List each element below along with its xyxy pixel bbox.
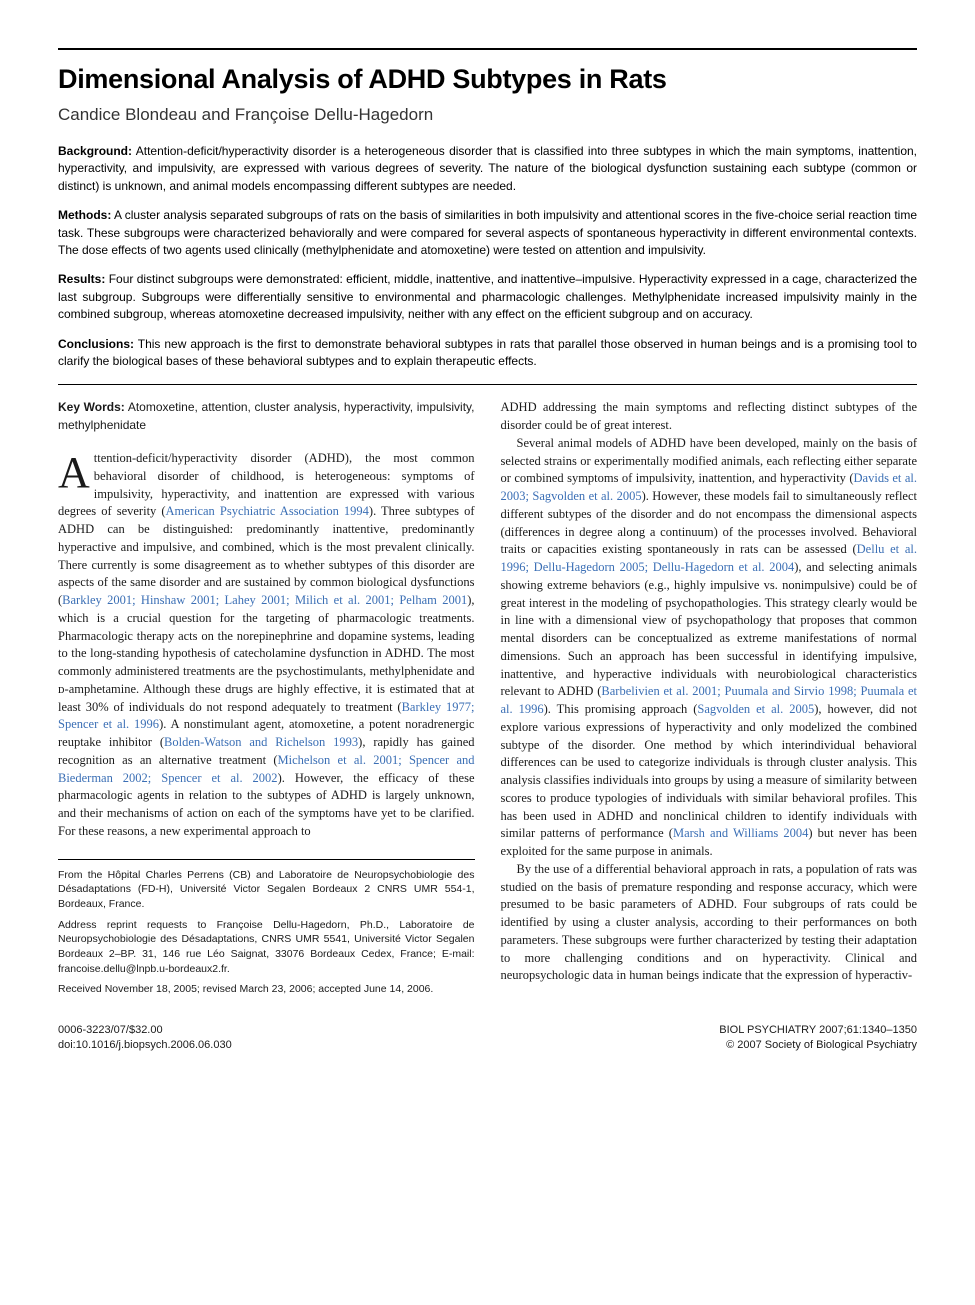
citation-link[interactable]: Sagvolden et al. 2005 — [697, 702, 814, 716]
footer-issn-price: 0006-3223/07/$32.00 — [58, 1023, 232, 1038]
top-rule — [58, 48, 917, 50]
footer-left: 0006-3223/07/$32.00 doi:10.1016/j.biopsy… — [58, 1023, 232, 1053]
abstract-results: Results: Four distinct subgroups were de… — [58, 271, 917, 323]
page-footer: 0006-3223/07/$32.00 doi:10.1016/j.biopsy… — [58, 1023, 917, 1053]
p1-c: ), which is a crucial question for the t… — [58, 593, 475, 714]
dropcap-letter: A — [58, 450, 94, 491]
article-title: Dimensional Analysis of ADHD Subtypes in… — [58, 64, 917, 95]
abstract-conclusions: Conclusions: This new approach is the fi… — [58, 336, 917, 371]
abstract-methods-text: A cluster analysis separated subgroups o… — [58, 208, 917, 257]
abstract-background: Background: Attention-deficit/hyperactiv… — [58, 143, 917, 195]
body-paragraph-2: Several animal models of ADHD have been … — [501, 435, 918, 861]
citation-link[interactable]: Barkley 2001; Hinshaw 2001; Lahey 2001; … — [62, 593, 467, 607]
citation-link[interactable]: Marsh and Williams 2004 — [673, 826, 808, 840]
abstract-background-text: Attention-deficit/hyperactivity disorder… — [58, 144, 917, 193]
footer-doi: doi:10.1016/j.biopsych.2006.06.030 — [58, 1038, 232, 1053]
footer-journal-ref: BIOL PSYCHIATRY 2007;61:1340–1350 — [719, 1023, 917, 1038]
abstract-results-label: Results: — [58, 272, 105, 286]
footnote-correspondence: Address reprint requests to Françoise De… — [58, 918, 475, 977]
abstract-results-text: Four distinct subgroups were demonstrate… — [58, 272, 917, 321]
authors-line: Candice Blondeau and Françoise Dellu-Hag… — [58, 105, 917, 125]
column-left: Key Words: Atomoxetine, attention, clust… — [58, 399, 475, 1003]
body-columns: Key Words: Atomoxetine, attention, clust… — [58, 399, 917, 1003]
abstract-background-label: Background: — [58, 144, 132, 158]
p1-b: ). Three subtypes of ADHD can be disting… — [58, 504, 475, 607]
footer-right: BIOL PSYCHIATRY 2007;61:1340–1350 © 2007… — [719, 1023, 917, 1053]
body-paragraph-1: Attention-deficit/hyperactivity disorder… — [58, 450, 475, 841]
abstract-divider — [58, 384, 917, 385]
p2-e: ), however, did not explore various expr… — [501, 702, 918, 840]
abstract-conclusions-label: Conclusions: — [58, 337, 134, 351]
p2-c: ), and selecting animals showing extreme… — [501, 560, 918, 698]
citation-link[interactable]: American Psychiatric Association 1994 — [166, 504, 369, 518]
abstract-methods-label: Methods: — [58, 208, 111, 222]
p2-d: ). This promising approach ( — [544, 702, 698, 716]
footnotes-block: From the Hôpital Charles Perrens (CB) an… — [58, 859, 475, 998]
footnote-affiliation: From the Hôpital Charles Perrens (CB) an… — [58, 868, 475, 912]
abstract-methods: Methods: A cluster analysis separated su… — [58, 207, 917, 259]
body-paragraph-3: By the use of a differential behavioral … — [501, 861, 918, 985]
body-paragraph-continuation: ADHD addressing the main symptoms and re… — [501, 399, 918, 435]
abstract-conclusions-text: This new approach is the first to demons… — [58, 337, 917, 368]
footer-copyright: © 2007 Society of Biological Psychiatry — [719, 1038, 917, 1053]
keywords-block: Key Words: Atomoxetine, attention, clust… — [58, 399, 475, 434]
column-right: ADHD addressing the main symptoms and re… — [501, 399, 918, 1003]
footnote-dates: Received November 18, 2005; revised Marc… — [58, 982, 475, 997]
citation-link[interactable]: Bolden-Watson and Richelson 1993 — [164, 735, 358, 749]
keywords-label: Key Words: — [58, 400, 125, 414]
